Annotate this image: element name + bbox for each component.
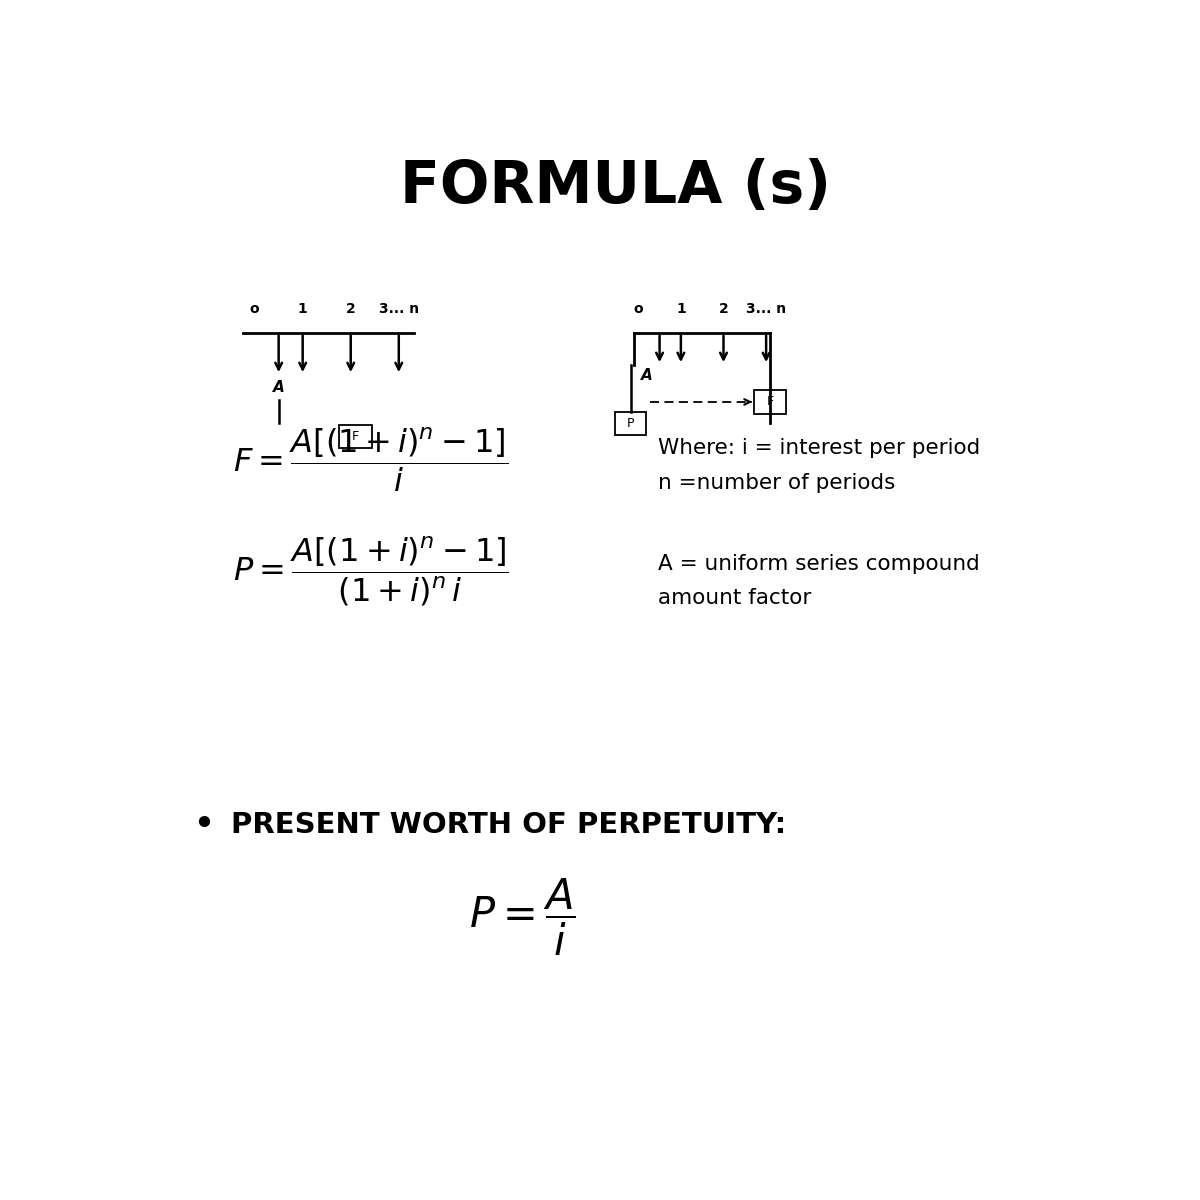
Text: A = uniform series compound: A = uniform series compound [658,553,979,574]
Text: FORMULA (s): FORMULA (s) [400,158,830,215]
Bar [340,425,372,448]
Text: A: A [641,368,653,383]
Text: 2: 2 [719,301,728,316]
Text: Where: i = interest per period: Where: i = interest per period [658,438,980,458]
Text: $P = \dfrac{A}{i}$: $P = \dfrac{A}{i}$ [469,877,575,959]
Text: $P = \dfrac{A\left[\left(1+i\right)^{n}-1\right]}{\left(1+i\right)^{n}\,i}$: $P = \dfrac{A\left[\left(1+i\right)^{n}-… [233,535,509,608]
Text: 3... n: 3... n [746,301,786,316]
Text: o: o [250,301,259,316]
Text: 2: 2 [346,301,355,316]
Text: A: A [272,380,284,395]
Text: •: • [193,806,216,845]
Text: F: F [352,430,359,443]
Bar [754,390,786,414]
Text: n =number of periods: n =number of periods [658,473,895,493]
Text: 1: 1 [676,301,685,316]
Text: $F = \dfrac{A\left[\left(1+i\right)^{n}-1\right]}{i}$: $F = \dfrac{A\left[\left(1+i\right)^{n}-… [233,426,509,493]
Text: amount factor: amount factor [658,588,811,608]
Text: PRESENT WORTH OF PERPETUITY:: PRESENT WORTH OF PERPETUITY: [232,811,787,840]
Text: P: P [626,416,635,430]
Bar [616,412,646,434]
Text: 3... n: 3... n [379,301,419,316]
Text: F: F [767,396,774,408]
Text: o: o [634,301,643,316]
Text: 1: 1 [298,301,307,316]
